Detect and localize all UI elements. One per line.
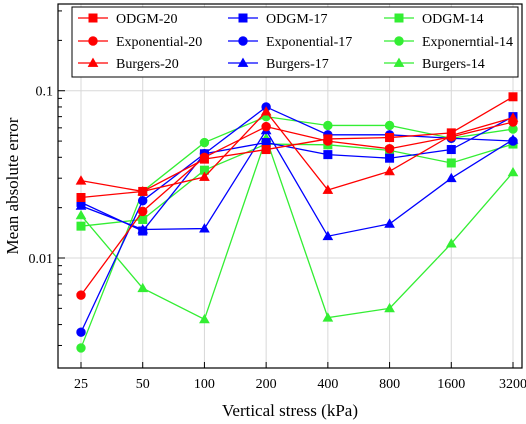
data-point-burgers-14	[137, 282, 149, 293]
data-point-exponential-20	[508, 117, 518, 127]
data-point-burgers-20	[260, 106, 272, 116]
data-point-burgers-14	[445, 238, 457, 248]
series-line-exponential-20	[80, 121, 514, 296]
legend-marker	[88, 13, 98, 23]
data-point-exponential-20	[138, 206, 148, 217]
series-line-odgm-20	[80, 96, 514, 199]
data-point-odgm-20	[138, 186, 148, 196]
data-point-exponential-17	[138, 196, 148, 206]
data-point-odgm-20	[385, 133, 395, 143]
data-point-exponerntial-14	[199, 137, 210, 148]
legend-marker	[237, 57, 249, 67]
x-tick-label: 3200	[499, 377, 526, 392]
legend-marker	[394, 36, 404, 46]
data-point-burgers-14	[507, 166, 519, 177]
legend-entry-burgers-20: Burgers-20	[78, 57, 179, 72]
data-point-odgm-20	[446, 128, 456, 138]
x-tick-label: 50	[136, 377, 150, 392]
legend: ODGM-20 Exponential-20 Burgers-20 ODGM-17 Ex…	[71, 6, 519, 78]
data-point-odgm-20	[199, 154, 209, 164]
legend-entry-exponerntial-14: Exponerntial-14	[384, 35, 513, 50]
x-tick-label: 100	[194, 377, 215, 392]
x-tick-label: 400	[317, 377, 338, 392]
legend-marker	[394, 13, 404, 23]
series-line-burgers-17	[80, 129, 514, 237]
data-point-exponential-17	[76, 327, 86, 337]
data-point-exponential-20	[76, 290, 86, 300]
y-tick-label: 0.01	[29, 252, 54, 267]
legend-marker	[88, 36, 98, 46]
data-point-burgers-20	[322, 184, 334, 194]
x-tick-label: 200	[256, 377, 277, 392]
data-point-odgm-17	[323, 150, 333, 160]
data-point-burgers-20	[384, 165, 395, 176]
data-point-exponerntial-14	[384, 120, 395, 131]
data-point-odgm-17	[138, 226, 148, 236]
data-point-burgers-17	[322, 230, 334, 241]
data-point-exponential-20	[261, 121, 271, 132]
legend-marker	[87, 57, 99, 67]
plot-frame	[57, 3, 523, 369]
data-point-burgers-20	[199, 171, 210, 181]
x-axis-title: Vertical stress (kPa)	[222, 401, 358, 420]
data-point-odgm-14	[446, 158, 456, 168]
x-tick-label: 800	[379, 377, 400, 392]
data-point-burgers-17	[445, 172, 457, 183]
y-axis-title: Mean absolute error	[3, 117, 22, 254]
legend-entry-burgers-17: Burgers-17	[228, 57, 329, 72]
legend-marker	[238, 13, 248, 23]
data-point-burgers-20	[75, 175, 87, 185]
series-odgm-20	[76, 92, 518, 202]
legend-label: Burgers-14	[422, 57, 485, 72]
data-point-burgers-14	[384, 302, 395, 313]
data-point-exponerntial-14	[323, 120, 333, 131]
legend-label: Exponerntial-14	[422, 35, 513, 50]
data-point-odgm-20	[261, 145, 271, 155]
axes: 0.01 0.1 25 50 100 200 400 800 1600 3200	[29, 10, 526, 392]
legend-marker	[393, 57, 405, 67]
legend-entry-exponential-20: Exponential-20	[78, 35, 202, 50]
data-point-exponential-20	[384, 144, 395, 154]
data-point-odgm-17	[385, 153, 395, 163]
data-point-odgm-20	[323, 134, 333, 144]
data-point-burgers-14	[75, 209, 87, 220]
data-point-burgers-17	[199, 223, 210, 233]
legend-entry-odgm-20: ODGM-20	[78, 12, 177, 27]
legend-box	[71, 6, 519, 78]
legend-label: Burgers-20	[116, 57, 179, 72]
x-tick-label: 1600	[437, 377, 465, 392]
x-tick-label: 25	[74, 377, 88, 392]
series-line-odgm-17	[80, 116, 514, 232]
legend-label: Exponential-20	[116, 35, 202, 50]
legend-label: ODGM-17	[266, 12, 327, 27]
series-line-exponential-17	[80, 106, 514, 333]
legend-label: ODGM-20	[116, 12, 177, 27]
legend-entry-exponential-17: Exponential-17	[228, 35, 352, 50]
data-point-burgers-14	[199, 313, 210, 324]
legend-entry-odgm-17: ODGM-17	[228, 12, 327, 27]
data-point-exponerntial-14	[76, 343, 86, 353]
data-point-burgers-14	[322, 312, 334, 322]
legend-marker	[238, 36, 248, 46]
legend-entry-odgm-14: ODGM-14	[384, 12, 483, 27]
series-layer	[75, 92, 519, 353]
data-point-odgm-20	[76, 192, 86, 202]
y-tick-label: 0.1	[36, 85, 54, 100]
legend-label: Burgers-17	[266, 57, 329, 72]
data-point-odgm-17	[446, 145, 456, 155]
legend-label: Exponential-17	[266, 35, 352, 50]
legend-label: ODGM-14	[422, 12, 483, 27]
data-point-odgm-14	[138, 214, 148, 224]
data-point-odgm-14	[76, 221, 86, 231]
data-point-burgers-17	[384, 218, 395, 228]
data-point-odgm-20	[508, 92, 518, 102]
legend-entry-burgers-14: Burgers-14	[384, 57, 485, 72]
data-point-exponential-17	[508, 136, 518, 146]
series-line-burgers-14	[80, 136, 514, 321]
series-line-burgers-20	[80, 110, 514, 193]
